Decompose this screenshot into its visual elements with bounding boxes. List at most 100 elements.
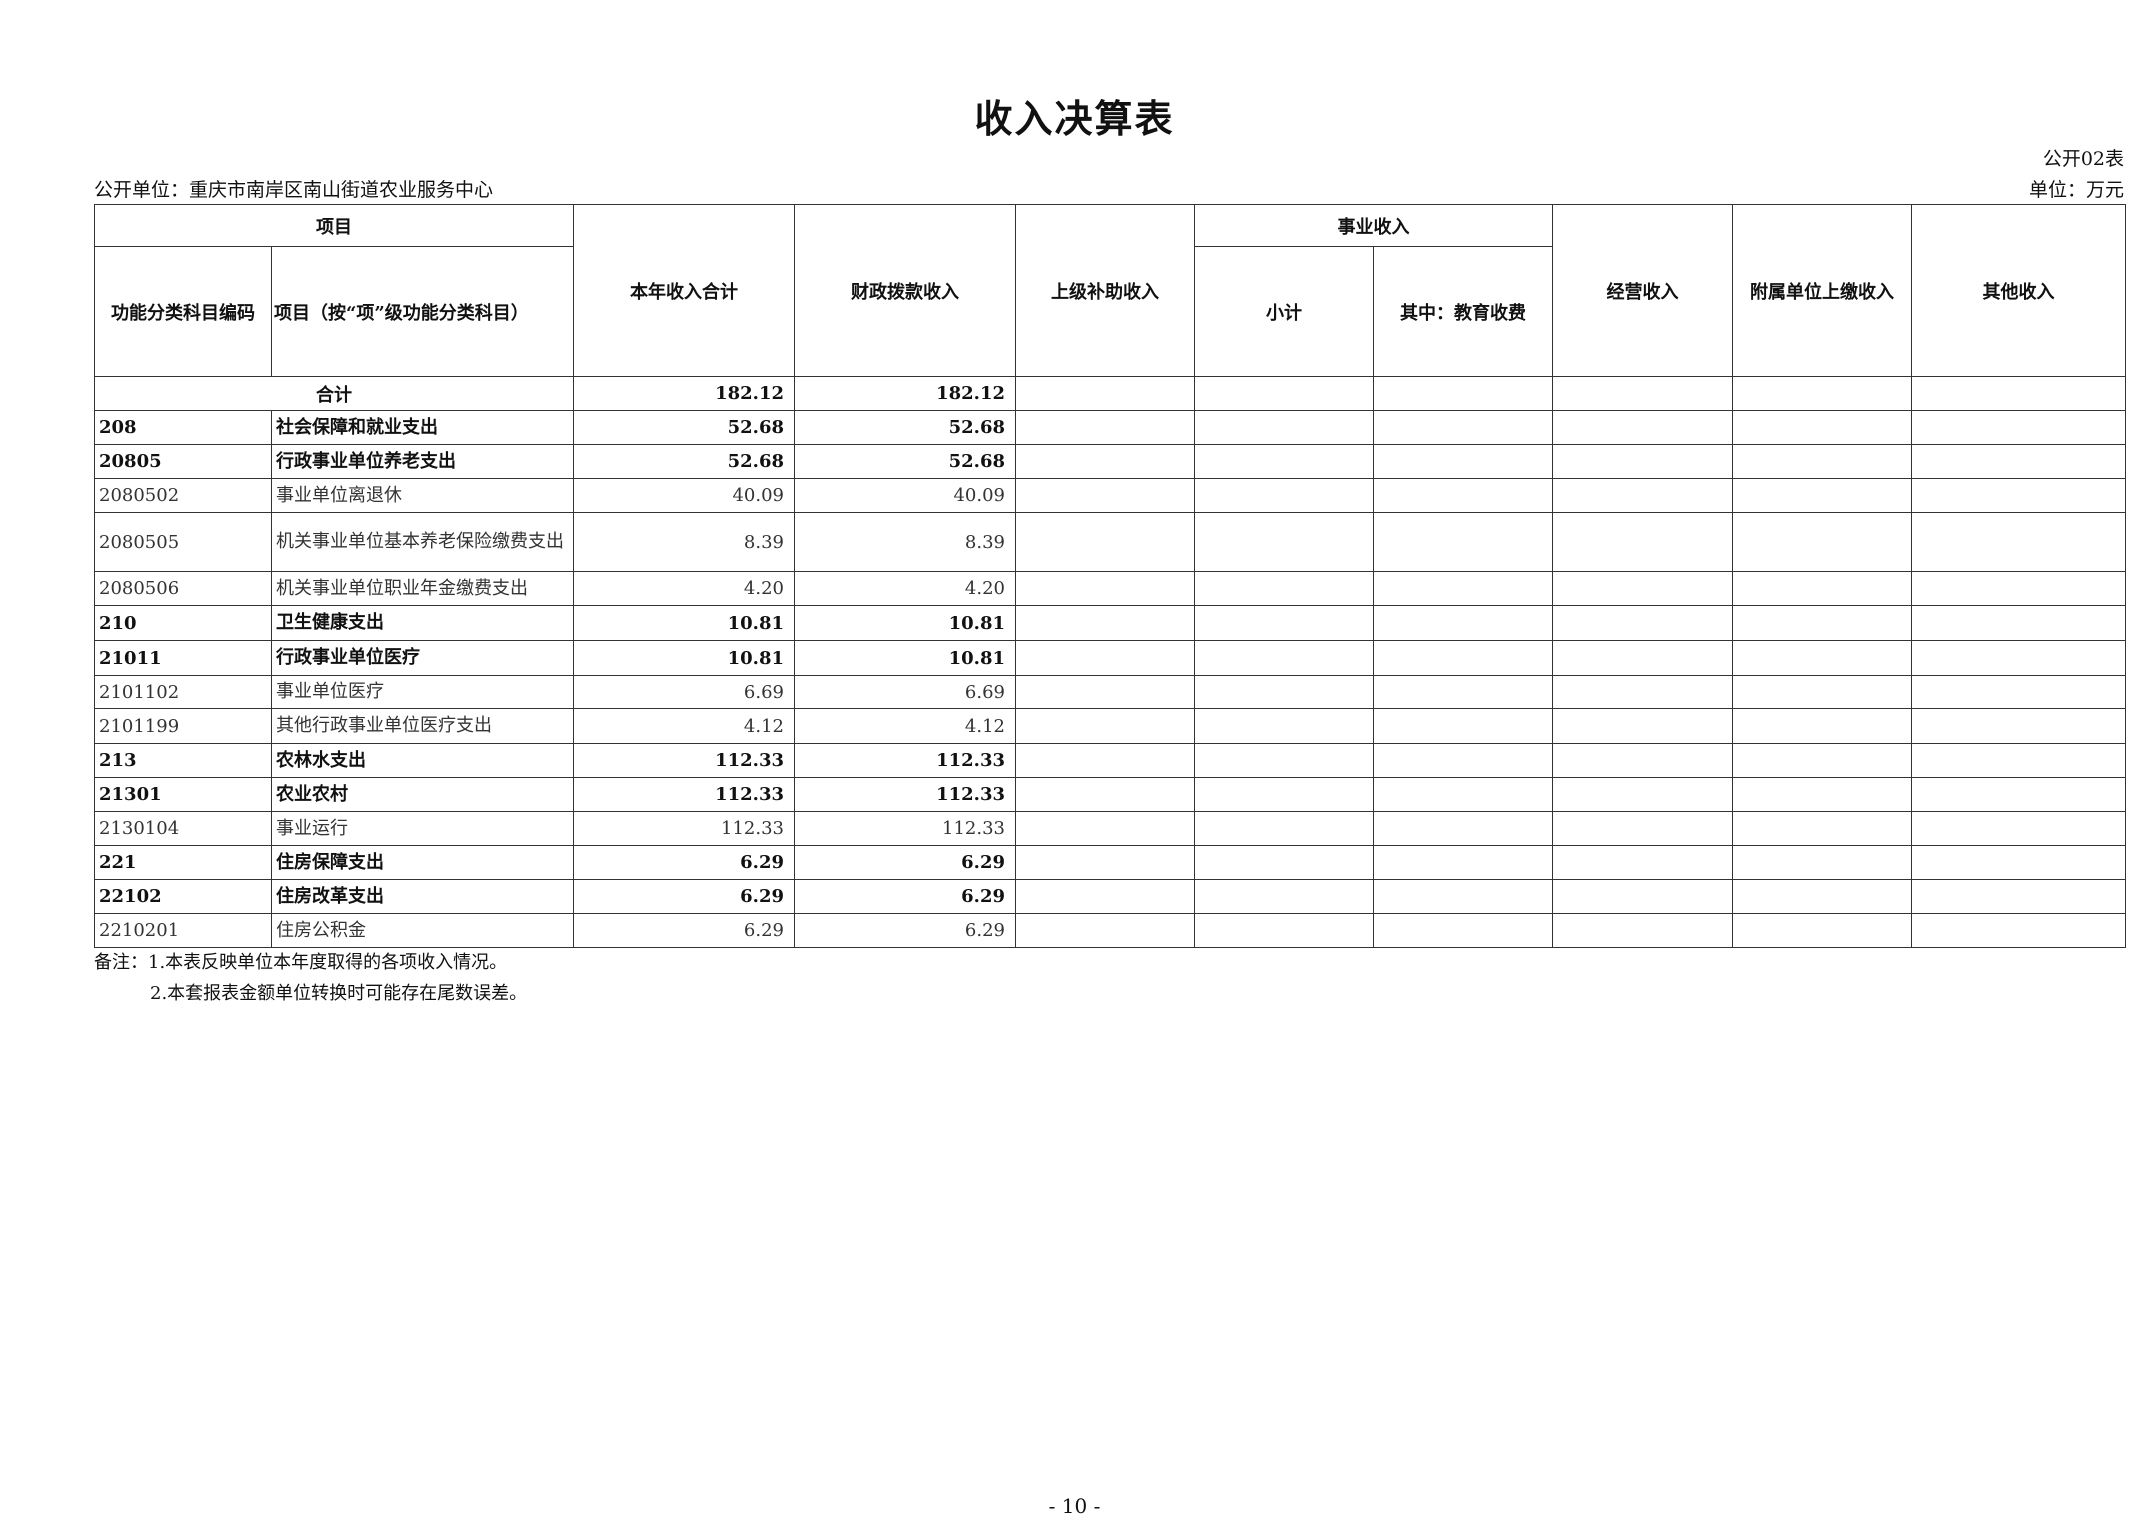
empty-cell xyxy=(1911,675,2126,709)
row-name: 事业单位医疗 xyxy=(271,675,574,709)
empty-cell xyxy=(1373,675,1553,709)
empty-cell xyxy=(1911,478,2126,513)
row-name: 行政事业单位养老支出 xyxy=(271,444,574,479)
row-total: 6.69 xyxy=(573,675,795,709)
row-total: 4.20 xyxy=(573,571,795,606)
empty-cell xyxy=(1552,879,1733,914)
empty-cell xyxy=(1552,708,1733,744)
empty-cell xyxy=(1015,845,1195,880)
row-name: 农业农村 xyxy=(271,777,574,812)
empty-cell xyxy=(1194,845,1374,880)
currency-unit: 单位：万元 xyxy=(2028,179,2124,201)
header-other: 其他收入 xyxy=(1911,204,2126,377)
empty-cell xyxy=(1732,605,1912,641)
empty-cell xyxy=(1552,444,1733,479)
row-name: 住房改革支出 xyxy=(271,879,574,914)
empty-cell xyxy=(1194,478,1374,513)
row-fiscal: 6.29 xyxy=(794,845,1016,880)
page-title: 收入决算表 xyxy=(974,96,1175,141)
row-total: 40.09 xyxy=(573,478,795,513)
empty-cell xyxy=(1015,708,1195,744)
empty-cell xyxy=(1552,913,1733,948)
empty-cell xyxy=(1015,605,1195,641)
empty-cell xyxy=(1911,708,2126,744)
empty-cell xyxy=(1194,640,1374,676)
reporting-unit: 公开单位：重庆市南岸区南山街道农业服务中心 xyxy=(94,179,494,201)
empty-cell xyxy=(1911,879,2126,914)
row-fiscal: 4.12 xyxy=(794,708,1016,744)
empty-cell xyxy=(1015,913,1195,948)
table-row: 2080502 事业单位离退休 40.09 40.09 xyxy=(94,478,2126,513)
empty-cell xyxy=(1732,845,1912,880)
header-total: 本年收入合计 xyxy=(573,204,795,377)
row-name: 行政事业单位医疗 xyxy=(271,640,574,676)
row-fiscal: 52.68 xyxy=(794,410,1016,445)
row-fiscal: 10.81 xyxy=(794,640,1016,676)
header-fiscal: 财政拨款收入 xyxy=(794,204,1016,377)
table-row: 20805 行政事业单位养老支出 52.68 52.68 xyxy=(94,444,2126,479)
row-fiscal: 6.69 xyxy=(794,675,1016,709)
empty-cell xyxy=(1373,879,1553,914)
row-fiscal: 112.33 xyxy=(794,743,1016,778)
row-code: 20805 xyxy=(94,444,272,479)
table-row: 22102 住房改革支出 6.29 6.29 xyxy=(94,879,2126,914)
row-code: 22102 xyxy=(94,879,272,914)
empty-cell xyxy=(1373,478,1553,513)
row-total: 4.12 xyxy=(573,708,795,744)
row-total: 112.33 xyxy=(573,777,795,812)
empty-cell xyxy=(1373,777,1553,812)
row-name: 事业运行 xyxy=(271,811,574,846)
empty-cell xyxy=(1732,571,1912,606)
row-total: 52.68 xyxy=(573,410,795,445)
table-row: 213 农林水支出 112.33 112.33 xyxy=(94,743,2126,778)
header-affiliated: 附属单位上缴收入 xyxy=(1732,204,1912,377)
table-row: 2080505 机关事业单位基本养老保险缴费支出 8.39 8.39 xyxy=(94,512,2126,572)
empty-cell xyxy=(1552,640,1733,676)
empty-cell xyxy=(1732,478,1912,513)
row-fiscal: 6.29 xyxy=(794,879,1016,914)
row-code: 2080506 xyxy=(94,571,272,606)
total-label: 合计 xyxy=(94,376,574,411)
empty-cell xyxy=(1373,640,1553,676)
empty-cell xyxy=(1732,512,1912,572)
row-total: 8.39 xyxy=(573,512,795,572)
table-row: 21301 农业农村 112.33 112.33 xyxy=(94,777,2126,812)
row-code: 2080502 xyxy=(94,478,272,513)
row-name: 住房保障支出 xyxy=(271,845,574,880)
empty-cell xyxy=(1015,410,1195,445)
header-superior: 上级补助收入 xyxy=(1015,204,1195,377)
total-amount: 182.12 xyxy=(573,376,795,411)
empty-cell xyxy=(1552,605,1733,641)
empty-cell xyxy=(1552,512,1733,572)
row-fiscal: 10.81 xyxy=(794,605,1016,641)
row-code: 221 xyxy=(94,845,272,880)
table-row: 21011 行政事业单位医疗 10.81 10.81 xyxy=(94,640,2126,676)
row-total: 10.81 xyxy=(573,605,795,641)
empty-cell xyxy=(1732,444,1912,479)
empty-cell xyxy=(1015,675,1195,709)
empty-cell xyxy=(1911,410,2126,445)
empty-cell xyxy=(1373,512,1553,572)
empty-cell xyxy=(1194,605,1374,641)
row-name: 住房公积金 xyxy=(271,913,574,948)
row-code: 2130104 xyxy=(94,811,272,846)
empty-cell xyxy=(1732,743,1912,778)
empty-cell xyxy=(1911,444,2126,479)
empty-cell xyxy=(1552,845,1733,880)
row-fiscal: 112.33 xyxy=(794,777,1016,812)
empty-cell xyxy=(1552,743,1733,778)
empty-cell xyxy=(1015,512,1195,572)
empty-cell xyxy=(1373,571,1553,606)
row-fiscal: 6.29 xyxy=(794,913,1016,948)
empty-cell xyxy=(1373,845,1553,880)
empty-cell xyxy=(1015,444,1195,479)
empty-cell xyxy=(1373,811,1553,846)
income-table: 项目 本年收入合计 财政拨款收入 上级补助收入 事业收入 经营收入 附属单位上缴… xyxy=(94,204,2126,948)
empty-cell xyxy=(1194,708,1374,744)
empty-cell xyxy=(1732,777,1912,812)
empty-cell xyxy=(1194,675,1374,709)
table-row: 210 卫生健康支出 10.81 10.81 xyxy=(94,605,2126,641)
empty-cell xyxy=(1194,410,1374,445)
header-education: 其中：教育收费 xyxy=(1373,246,1553,377)
empty-cell xyxy=(1015,879,1195,914)
